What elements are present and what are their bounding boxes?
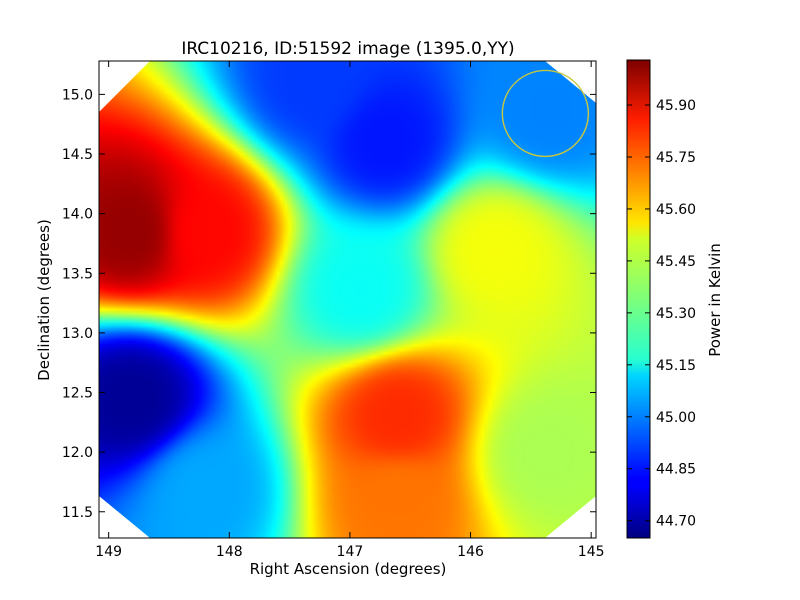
colorbar-gradient: [626, 59, 651, 539]
y-tick-label: 12.0: [62, 445, 93, 461]
colorbar-tick-label: 45.60: [656, 202, 696, 218]
x-tick-label: 145: [578, 544, 605, 560]
x-axis-ticks: 149 148 147 146 145: [95, 61, 605, 560]
colorbar-tick-label: 45.45: [656, 254, 696, 270]
y-tick-label: 11.5: [62, 505, 93, 521]
y-tick-label: 12.5: [62, 386, 93, 402]
x-axis-label: Right Ascension (degrees): [250, 560, 447, 578]
x-tick-label: 146: [457, 544, 484, 560]
y-tick-label: 13.0: [62, 326, 93, 342]
colorbar-label: Power in Kelvin: [706, 243, 724, 357]
chart-title: IRC10216, ID:51592 image (1395.0,YY): [181, 39, 514, 59]
x-tick-label: 148: [216, 544, 243, 560]
beam-circle-marker: [501, 69, 590, 158]
colorbar-tick-label: 45.75: [656, 150, 696, 166]
colorbar-tick-label: 44.85: [656, 462, 696, 478]
colorbar-tick-label: 44.70: [656, 514, 696, 530]
colorbar-ticks: 44.70 44.85 45.00 45.15 45.30 45.45 45.60 45.75…: [627, 98, 696, 530]
x-tick-label: 149: [95, 544, 122, 560]
colorbar: 44.70 44.85 45.00 45.15 45.30 45.45 45.60 45.75…: [626, 59, 724, 539]
y-tick-label: 14.0: [62, 207, 93, 223]
y-tick-label: 14.5: [62, 147, 93, 163]
x-tick-label: 147: [337, 544, 364, 560]
y-axis-ticks: 11.5 12.0 12.5 13.0 13.5 14.0 14.5 15.0: [62, 87, 596, 521]
plot-area: 149 148 147 146 145 11.5 12.0 12.5 13.0 13.5 14.0…: [62, 60, 605, 560]
plot-frame: [98, 60, 597, 539]
y-axis-label: Declination (degrees): [35, 219, 53, 381]
colorbar-tick-label: 45.90: [656, 98, 696, 114]
colorbar-tick-label: 45.15: [656, 358, 696, 374]
colorbar-tick-label: 45.00: [656, 410, 696, 426]
colorbar-tick-label: 45.30: [656, 306, 696, 322]
heatmap-image: [99, 61, 596, 538]
y-tick-label: 13.5: [62, 266, 93, 282]
y-tick-label: 15.0: [62, 87, 93, 103]
